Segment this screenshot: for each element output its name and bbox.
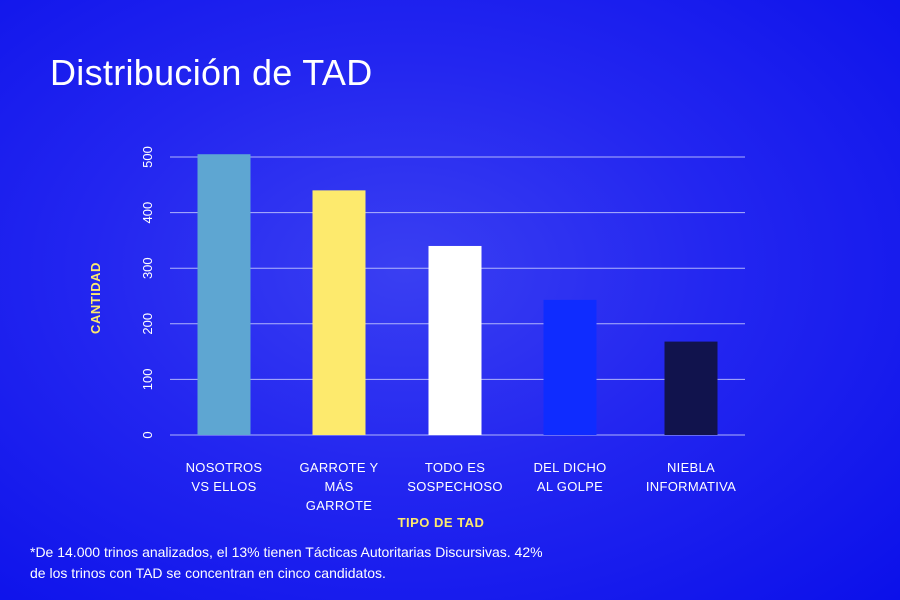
y-tick-label-0: 0 [140,431,155,438]
bar-1 [197,154,251,435]
x-tick-label-2-line-1: GARROTE Y [299,460,378,475]
x-tick-label-2-line-2: MÁS [324,479,353,494]
x-tick-label-2-line-3: GARROTE [306,498,372,513]
footnote: *De 14.000 trinos analizados, el 13% tie… [30,542,610,584]
footnote-line-1: *De 14.000 trinos analizados, el 13% tie… [30,544,543,560]
x-tick-label-4-line-2: AL GOLPE [537,479,603,494]
x-tick-label-3-line-2: SOSPECHOSO [407,479,502,494]
x-tick-label-3-line-1: TODO ES [425,460,485,475]
bar-4 [543,299,597,435]
x-tick-label-5-line-2: INFORMATIVA [646,479,736,494]
y-tick-label-400: 400 [140,202,155,224]
chart-title: Distribución de TAD [50,52,373,93]
bar-2 [312,190,366,435]
y-axis-title: CANTIDAD [88,262,103,334]
x-tick-label-1-line-2: VS ELLOS [191,479,256,494]
y-tick-label-100: 100 [140,369,155,391]
x-tick-label-5-line-1: NIEBLA [667,460,715,475]
y-tick-label-300: 300 [140,257,155,279]
footnote-line-2: de los trinos con TAD se concentran en c… [30,565,386,581]
x-axis-title: TIPO DE TAD [398,515,485,530]
x-tick-label-1-line-1: NOSOTROS [186,460,263,475]
bar-3 [428,245,482,435]
y-tick-label-200: 200 [140,313,155,335]
bar-5 [664,341,718,435]
x-tick-label-4-line-1: DEL DICHO [533,460,606,475]
y-tick-label-500: 500 [140,146,155,168]
